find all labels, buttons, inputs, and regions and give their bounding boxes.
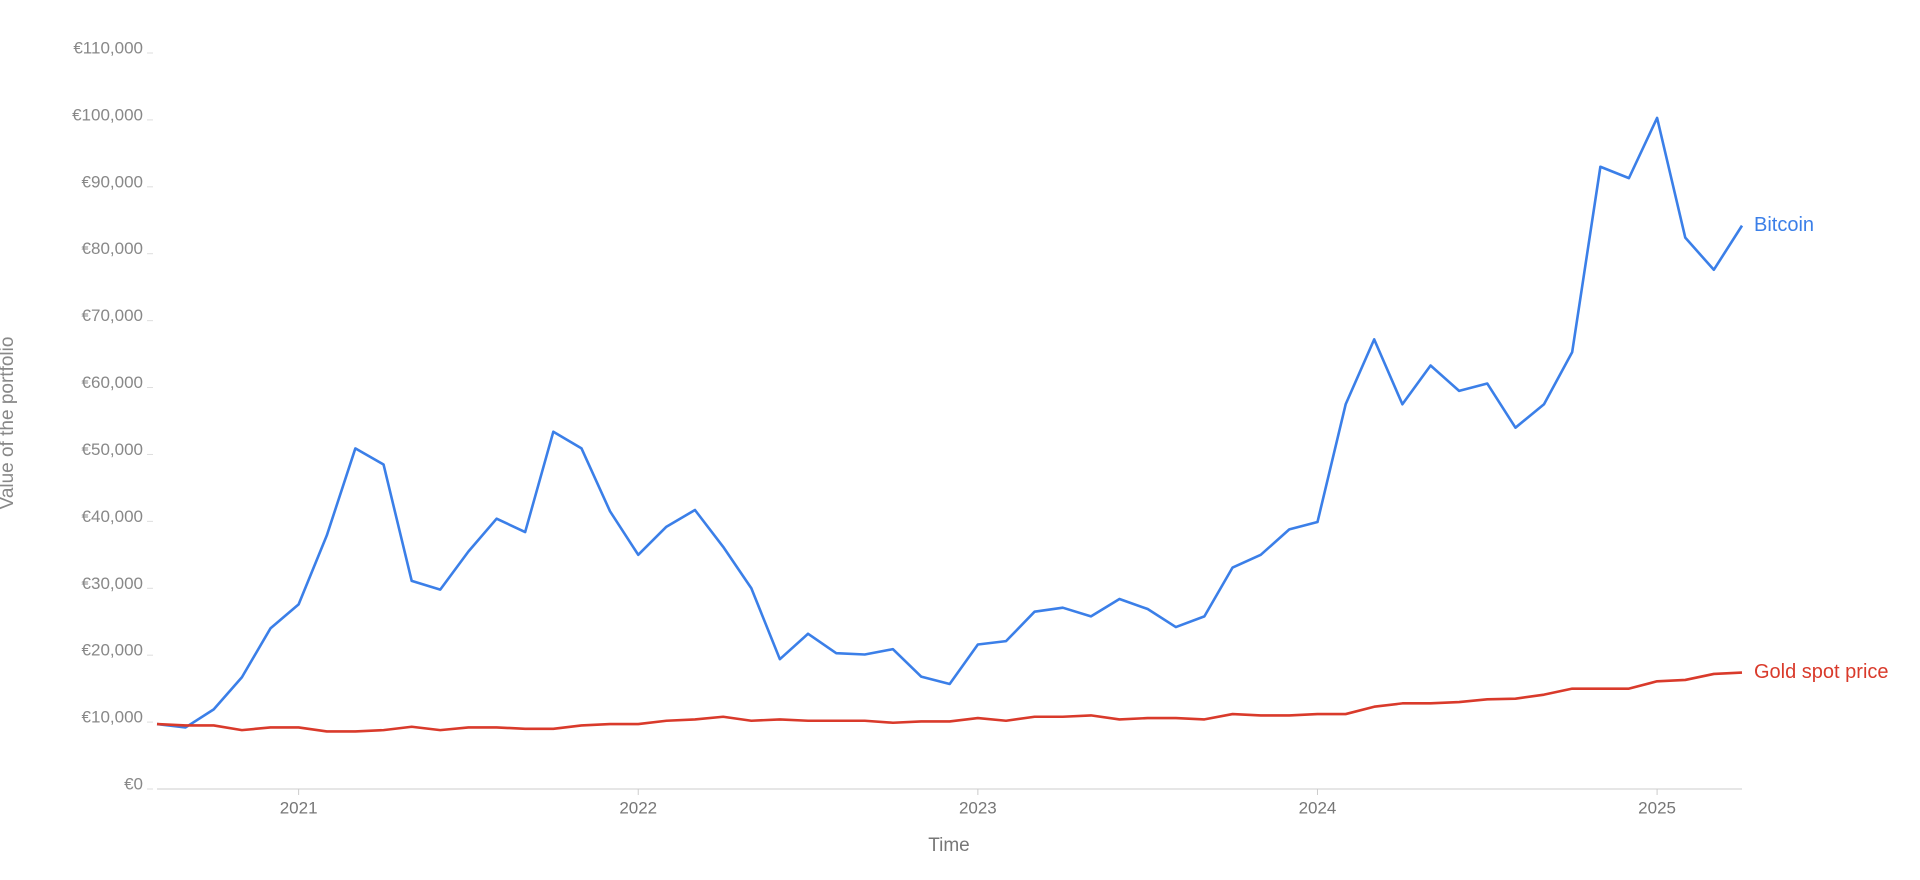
x-tick-label: 2022	[619, 798, 657, 817]
y-tick-label: €40,000	[82, 507, 143, 526]
x-axis-title: Time	[928, 835, 970, 856]
y-tick-label: €80,000	[82, 239, 143, 258]
y-tick-label: €60,000	[82, 373, 143, 392]
series-line	[156, 671, 1743, 733]
x-tick-label: 2025	[1638, 798, 1676, 817]
y-tick-label: €50,000	[82, 440, 143, 459]
x-tick-label: 2024	[1299, 798, 1337, 817]
y-tick-label: €0	[124, 774, 143, 793]
series-label: Gold spot price	[1754, 661, 1889, 683]
series-label: Bitcoin	[1754, 214, 1814, 236]
y-tick-label: €70,000	[82, 306, 143, 325]
y-tick-label: €90,000	[82, 172, 143, 191]
y-tick-label: €20,000	[82, 641, 143, 660]
y-axis-title: Value of the portfolio	[0, 337, 18, 510]
y-tick-label: €110,000	[73, 38, 143, 57]
y-tick-label: €10,000	[82, 708, 143, 727]
series-line	[156, 116, 1744, 729]
y-tick-label: €30,000	[82, 574, 143, 593]
y-tick-label: €100,000	[72, 105, 143, 124]
x-tick-label: 2021	[280, 798, 318, 817]
x-tick-label: 2023	[959, 798, 997, 817]
